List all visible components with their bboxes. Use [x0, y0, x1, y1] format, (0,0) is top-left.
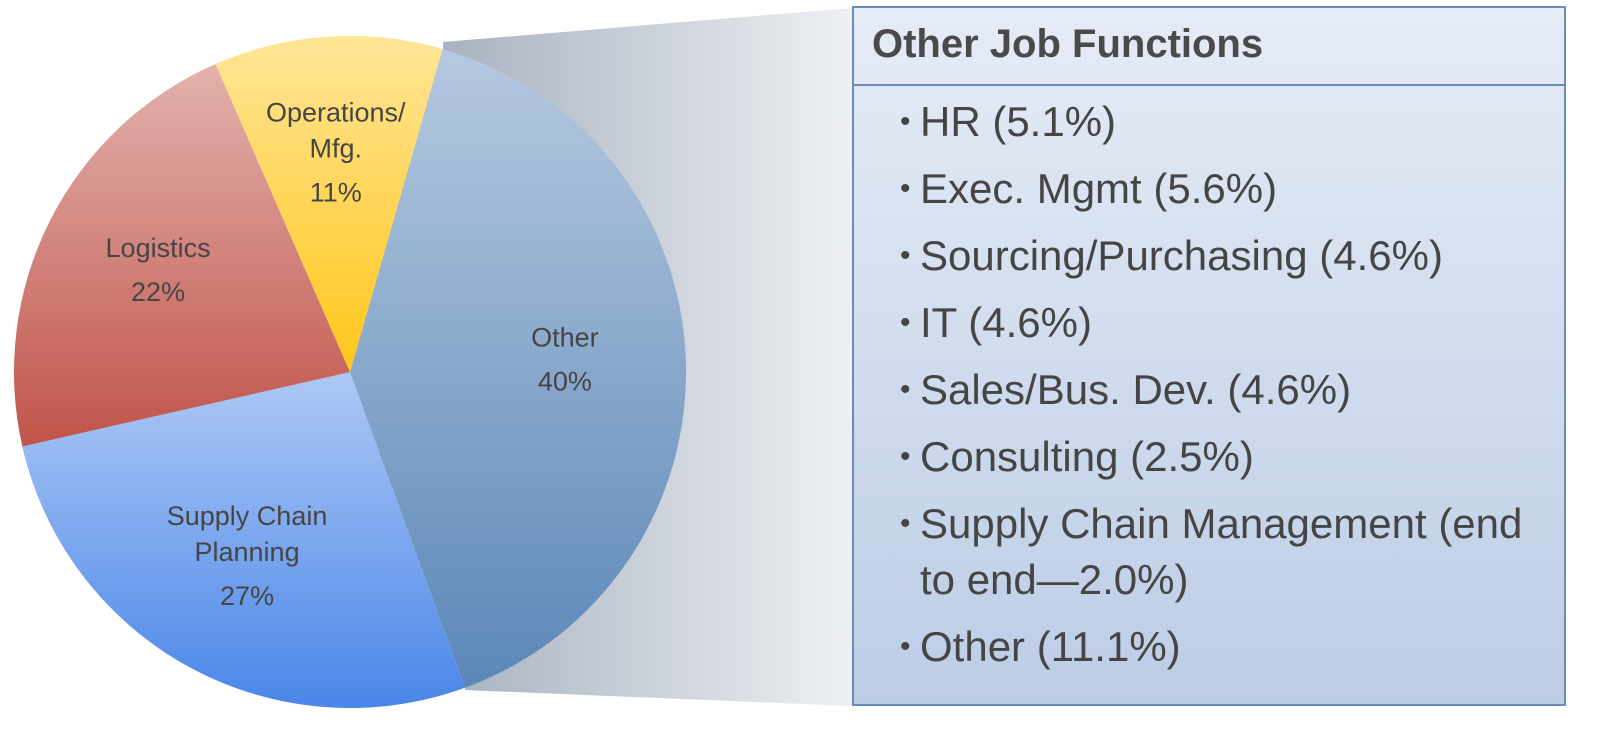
slice-value-label: 11%: [310, 177, 362, 207]
callout-item: IT (4.6%): [900, 295, 1564, 351]
callout-item: Supply Chain Management (end to end—2.0%…: [900, 496, 1564, 608]
slice-shine: [350, 49, 686, 688]
pie: Other 40% Supply Chain Planning 27% Logistics…: [13, 35, 686, 708]
callout-item: Other (11.1%): [900, 619, 1564, 675]
category-line: Planning: [195, 537, 300, 567]
category-line: Mfg.: [309, 133, 362, 163]
slice-shine: [215, 35, 443, 372]
slice-category: Other: [531, 322, 599, 352]
category-line: Logistics: [106, 233, 211, 263]
callout-item: HR (5.1%): [900, 94, 1564, 150]
category-line: Supply Chain: [167, 501, 328, 531]
slice-shine: [22, 372, 465, 708]
callout-item: Sales/Bus. Dev. (4.6%): [900, 362, 1564, 418]
callout-title: Other Job Functions: [854, 8, 1564, 86]
callout-item: Sourcing/Purchasing (4.6%): [900, 228, 1564, 284]
slice-category: Supply Chain Planning: [167, 501, 328, 567]
slice-shine: [13, 64, 350, 447]
slice-category: Logistics: [106, 233, 211, 263]
callout-box: Other Job Functions HR (5.1%) Exec. Mgmt …: [852, 6, 1566, 706]
callout-item: Consulting (2.5%): [900, 429, 1564, 485]
slice-category: Operations/Mfg.: [266, 97, 406, 163]
category-line: Other: [531, 322, 599, 352]
slice-value-label: 22%: [131, 277, 185, 307]
slice-value-label: 40%: [538, 366, 592, 396]
category-line: Operations/: [266, 97, 406, 127]
callout-item: Exec. Mgmt (5.6%): [900, 161, 1564, 217]
slice-value-label: 27%: [220, 581, 274, 611]
callout-list: HR (5.1%) Exec. Mgmt (5.6%) Sourcing/Purch…: [854, 86, 1564, 675]
